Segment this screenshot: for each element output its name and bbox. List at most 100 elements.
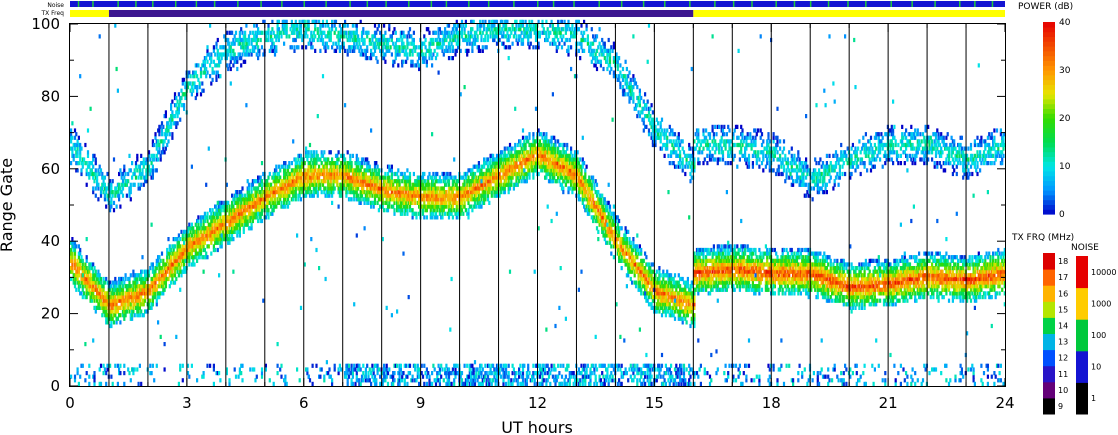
echo-cell [593, 215, 596, 220]
echo-cell [434, 204, 438, 209]
echo-cell [644, 273, 647, 278]
echo-cell [219, 200, 222, 205]
echo-cell [515, 171, 518, 177]
echo-cell [620, 258, 623, 263]
echo-cell [706, 266, 709, 271]
echo-cell [353, 171, 356, 177]
echo-cell [163, 276, 166, 282]
echo-cell [129, 305, 132, 310]
echo-cell [679, 313, 682, 318]
echo-cell [747, 273, 751, 278]
echo-cell [267, 200, 270, 205]
echo-cell [719, 280, 722, 285]
echo-cell [681, 309, 684, 314]
echo-cell [292, 168, 295, 173]
echo-cell [775, 269, 778, 274]
echo-cell [138, 276, 141, 282]
echo-cell [412, 211, 415, 216]
echo-cell [737, 247, 740, 253]
echo-cell [433, 197, 436, 202]
echo-cell [275, 164, 278, 169]
echo-cell [236, 197, 239, 202]
echo-cell [797, 269, 800, 274]
echo-cell [246, 218, 249, 224]
echo-cell [675, 280, 678, 285]
echo-cell [546, 168, 549, 173]
echo-cell [84, 269, 87, 274]
echo-cell [153, 284, 156, 289]
echo-cell [773, 262, 776, 267]
echo-cell [627, 251, 630, 256]
echo-cell [237, 229, 240, 234]
echo-cell [259, 175, 262, 180]
echo-cell [521, 135, 525, 140]
echo-cell [760, 276, 764, 282]
echo-cell [797, 255, 800, 260]
echo-cell [347, 171, 351, 177]
echo-cell [257, 204, 260, 209]
echo-cell [551, 150, 554, 155]
echo-cell [298, 171, 301, 177]
echo-cell [140, 291, 143, 296]
echo-cell [93, 266, 96, 271]
echo-cell [247, 211, 251, 216]
echo-cell [114, 295, 117, 300]
echo-cell [601, 193, 604, 198]
echo-cell [211, 215, 214, 220]
echo-cell [89, 266, 92, 271]
echo-cell [603, 226, 606, 231]
echo-cell [463, 179, 466, 184]
echo-cell [746, 244, 749, 249]
echo-cell [292, 186, 295, 191]
echo-cell [266, 200, 269, 205]
echo-cell [798, 247, 801, 253]
echo-cell [303, 171, 306, 177]
echo-cell [738, 276, 741, 282]
echo-cell [814, 280, 817, 285]
echo-cell [127, 284, 130, 289]
echo-cell [755, 273, 758, 278]
echo-cell [175, 262, 178, 267]
echo-cell [238, 233, 241, 238]
echo-cell [157, 255, 160, 260]
echo-cell [314, 168, 317, 173]
echo-cell [553, 164, 556, 169]
echo-cell [431, 215, 434, 220]
echo-cell [516, 164, 519, 169]
echo-cell [745, 258, 748, 263]
echo-cell [510, 168, 513, 173]
echo-cell [689, 284, 692, 289]
echo-cell [785, 255, 788, 260]
echo-cell [594, 179, 597, 184]
echo-cell [667, 273, 670, 278]
echo-cell [93, 280, 96, 285]
echo-cell [516, 142, 519, 148]
echo-cell [329, 161, 332, 166]
echo-cell [168, 269, 171, 274]
echo-cell [179, 251, 182, 256]
echo-cell [785, 262, 788, 267]
echo-cell [260, 204, 264, 209]
echo-cell [658, 266, 661, 271]
echo-cell [532, 132, 535, 137]
echo-cell [502, 161, 505, 166]
echo-cell [371, 186, 374, 191]
echo-cell [455, 215, 458, 220]
echo-cell [583, 204, 586, 209]
echo-cell [564, 175, 567, 180]
echo-cell [125, 291, 128, 296]
echo-cell [81, 262, 84, 267]
echo-cell [102, 302, 105, 307]
echo-cell [154, 273, 157, 278]
echo-cell [229, 237, 232, 242]
echo-cell [801, 247, 804, 253]
echo-cell [136, 280, 139, 285]
echo-cell [775, 273, 778, 278]
echo-cell [370, 171, 373, 177]
echo-cell [459, 211, 462, 216]
echo-cell [323, 150, 326, 155]
echo-cell [70, 240, 73, 245]
echo-cell [257, 193, 260, 198]
echo-cell [489, 161, 492, 166]
echo-cell [136, 305, 139, 310]
